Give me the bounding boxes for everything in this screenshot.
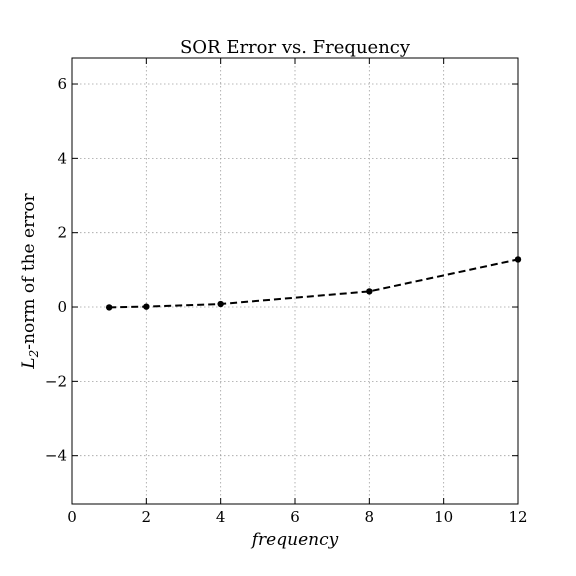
y-axis-label: L2-norm of the error bbox=[19, 192, 41, 369]
chart-title: SOR Error vs. Frequency bbox=[180, 37, 411, 58]
data-point bbox=[366, 288, 373, 295]
y-tick-label: −4 bbox=[45, 447, 67, 465]
y-tick-label: −2 bbox=[45, 372, 67, 390]
y-tick-label: 6 bbox=[57, 75, 67, 93]
y-tick-label: 0 bbox=[57, 298, 67, 316]
grid bbox=[72, 58, 518, 504]
x-tick-label: 8 bbox=[365, 508, 375, 526]
x-tick-label: 6 bbox=[290, 508, 300, 526]
ticks bbox=[71, 58, 519, 504]
x-tick-label: 2 bbox=[142, 508, 152, 526]
y-tick-label: 2 bbox=[57, 224, 67, 242]
y-axis-label-subscript: 2 bbox=[27, 350, 41, 359]
tick-labels: 0 2 4 6 8 10 12 −4 −2 0 2 4 6 bbox=[45, 75, 528, 526]
data-point bbox=[217, 300, 224, 308]
x-axis-label: frequency bbox=[250, 530, 339, 550]
data-point bbox=[143, 303, 150, 310]
y-axis-label-rest: -norm of the error bbox=[19, 192, 39, 349]
series-layer bbox=[105, 256, 522, 311]
x-tick-label: 10 bbox=[434, 508, 453, 526]
series-line bbox=[109, 258, 519, 309]
x-tick-label: 4 bbox=[216, 508, 226, 526]
x-tick-label: 0 bbox=[67, 508, 77, 526]
plot-frame bbox=[71, 57, 519, 505]
y-axis-label-main: L bbox=[19, 357, 39, 369]
x-tick-label: 12 bbox=[508, 508, 527, 526]
data-point bbox=[105, 304, 113, 311]
y-tick-label: 4 bbox=[57, 149, 67, 167]
